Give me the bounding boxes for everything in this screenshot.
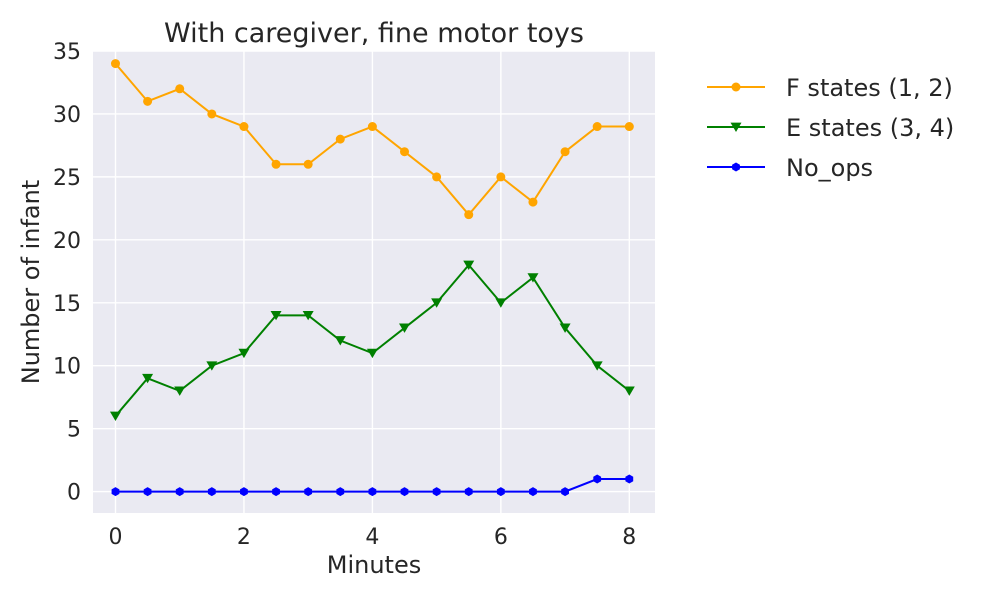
y-tick-label: 10 — [53, 355, 81, 380]
series-layer — [109, 59, 635, 497]
x-tick-label: 0 — [108, 525, 122, 550]
legend-marker — [732, 162, 740, 172]
x-tick-label: 8 — [622, 525, 636, 550]
legend-label: F states (1, 2) — [786, 74, 953, 102]
data-point — [623, 386, 635, 396]
data-point — [142, 373, 154, 384]
data-point — [591, 361, 603, 371]
data-point — [304, 487, 313, 497]
data-point — [368, 487, 377, 497]
data-point — [625, 474, 634, 484]
data-point — [561, 487, 569, 497]
data-point — [464, 487, 473, 497]
data-point — [239, 122, 249, 132]
data-point — [240, 487, 248, 497]
data-point — [270, 310, 282, 321]
data-point — [303, 159, 313, 169]
data-point — [400, 147, 410, 157]
data-point — [109, 411, 121, 422]
data-point — [367, 122, 377, 132]
series-1 — [109, 260, 635, 422]
legend: F states (1, 2) E states (3, 4) No_ops — [707, 74, 954, 182]
data-point — [527, 273, 539, 283]
y-tick-label: 35 — [53, 40, 81, 65]
series-2 — [111, 474, 634, 497]
data-point — [559, 323, 571, 333]
y-tick-label: 0 — [67, 481, 81, 506]
x-tick-label: 2 — [237, 525, 251, 550]
data-point — [593, 474, 602, 484]
y-axis-title: Number of infant — [17, 180, 45, 384]
data-point — [143, 487, 152, 497]
data-point — [302, 310, 314, 321]
data-point — [464, 210, 474, 220]
data-point — [174, 386, 186, 396]
data-point — [206, 361, 218, 371]
data-point — [400, 487, 409, 497]
y-tick-label: 30 — [53, 103, 81, 128]
chart-title: With caregiver, fine motor toys — [164, 18, 584, 49]
data-point — [496, 487, 505, 497]
data-point — [175, 84, 185, 94]
data-point — [111, 487, 120, 497]
legend-label: No_ops — [786, 154, 873, 182]
legend-marker — [730, 122, 742, 132]
data-point — [334, 336, 346, 346]
data-point — [175, 487, 184, 497]
y-tick-label: 20 — [53, 229, 81, 254]
data-point — [529, 487, 537, 497]
y-tick-label: 25 — [53, 166, 81, 191]
data-point — [272, 487, 280, 497]
legend-item: F states (1, 2) — [707, 74, 953, 102]
y-tick-label: 5 — [67, 418, 81, 443]
data-point — [207, 487, 216, 497]
legend-item: No_ops — [707, 154, 873, 182]
x-tick-label: 4 — [365, 525, 379, 550]
data-point — [366, 348, 378, 359]
legend-item: E states (3, 4) — [707, 114, 954, 142]
data-point — [432, 487, 441, 497]
data-point — [399, 323, 411, 333]
data-point — [431, 298, 443, 308]
legend-marker — [731, 82, 741, 92]
data-point — [496, 172, 506, 182]
legend-label: E states (3, 4) — [786, 114, 954, 142]
series-0 — [110, 59, 634, 220]
y-tick-label: 15 — [53, 292, 81, 317]
tick-labels: 0 2 4 6 8 0 5 10 15 20 25 30 35 — [53, 40, 636, 550]
data-point — [432, 172, 442, 182]
data-point — [463, 260, 475, 270]
data-point — [560, 147, 570, 157]
data-point — [238, 348, 250, 359]
x-axis-title: Minutes — [327, 551, 421, 579]
data-point — [592, 122, 602, 132]
data-point — [335, 134, 345, 144]
data-point — [495, 298, 507, 308]
data-point — [271, 159, 281, 169]
data-point — [336, 487, 345, 497]
data-point — [143, 96, 153, 106]
data-point — [110, 59, 120, 69]
data-point — [528, 197, 538, 207]
data-point — [207, 109, 217, 119]
data-point — [624, 122, 634, 132]
plot-area — [93, 51, 655, 513]
x-tick-label: 6 — [494, 525, 508, 550]
